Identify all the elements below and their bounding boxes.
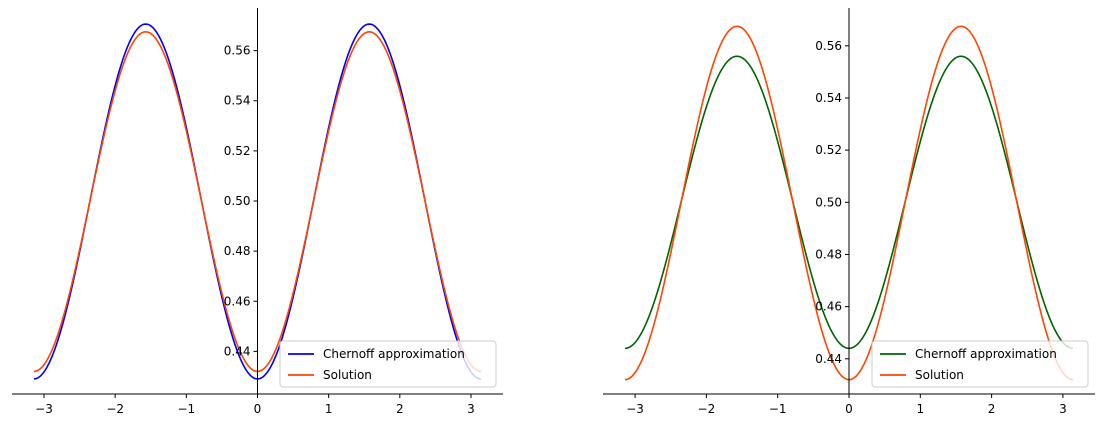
legend: Chernoff approximation Solution <box>279 340 497 388</box>
x-tick-label: −3 <box>626 402 644 416</box>
x-tick-label: −1 <box>177 402 195 416</box>
y-tick-label: 0.46 <box>224 294 251 308</box>
x-tick-label: 0 <box>845 402 853 416</box>
y-tick-label: 0.50 <box>224 194 251 208</box>
y-tick-label: 0.54 <box>224 94 251 108</box>
x-tick-label: −2 <box>698 402 716 416</box>
x-tick-label: 3 <box>1059 402 1067 416</box>
chart-panel-1: −3 −2 −1 0 1 2 3 0.44 0.46 0.48 0.50 0.52 0.54 0.56 Ch… <box>12 8 503 416</box>
x-tick-label: 1 <box>325 402 333 416</box>
legend-label: Solution <box>323 368 372 382</box>
y-tick-label: 0.48 <box>224 244 251 258</box>
legend-label: Chernoff approximation <box>323 347 465 361</box>
y-tick-label: 0.56 <box>224 44 251 58</box>
x-tick-label: −2 <box>106 402 124 416</box>
x-tick-label: 0 <box>254 402 262 416</box>
y-tick-label: 0.52 <box>815 143 842 157</box>
y-tick-label: 0.50 <box>815 195 842 209</box>
legend-label: Chernoff approximation <box>915 347 1057 361</box>
y-tick-label: 0.44 <box>815 352 842 366</box>
y-tick-label: 0.54 <box>815 91 842 105</box>
x-tick-label: 3 <box>467 402 475 416</box>
legend-box <box>871 340 1089 388</box>
x-tick-label: 2 <box>396 402 404 416</box>
y-tick-label: 0.46 <box>815 300 842 314</box>
y-tick-label: 0.56 <box>815 39 842 53</box>
y-tick-label: 0.52 <box>224 144 251 158</box>
legend-label: Solution <box>915 368 964 382</box>
legend-box <box>279 340 497 388</box>
x-tick-label: −1 <box>769 402 787 416</box>
y-tick-label: 0.48 <box>815 247 842 261</box>
x-tick-label: 2 <box>988 402 996 416</box>
x-tick-label: 1 <box>916 402 924 416</box>
y-tick-label: 0.44 <box>224 344 251 358</box>
legend: Chernoff approximation Solution <box>871 340 1089 388</box>
x-tick-label: −3 <box>35 402 53 416</box>
chart-panel-2: −3 −2 −1 0 1 2 3 0.44 0.46 0.48 0.50 0.52 0.54 0.56 Ch… <box>603 8 1095 416</box>
